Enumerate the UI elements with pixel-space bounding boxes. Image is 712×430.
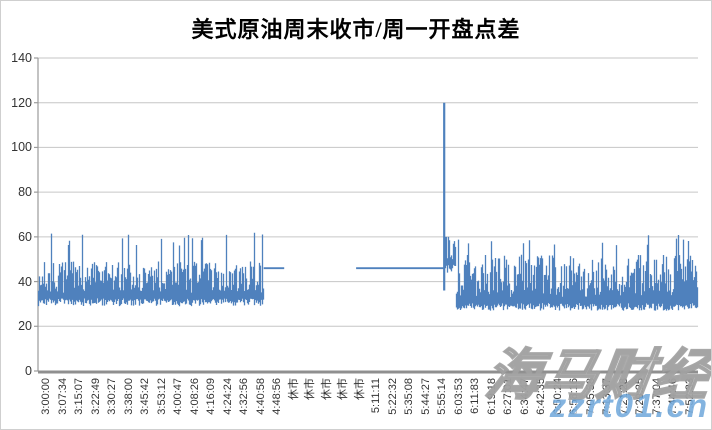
y-tick-label: 80 <box>18 185 32 200</box>
x-tick-label: 7:44:46 <box>667 378 680 415</box>
x-tick-label: 5:35:08 <box>403 378 416 415</box>
x-tick-label: 4:48:56 <box>271 378 284 415</box>
x-tick-label: 6:58:16 <box>568 378 581 415</box>
x-tick-label: 4:24:24 <box>221 378 234 415</box>
x-tick-label: 3:30:27 <box>106 378 119 415</box>
x-tick-label-market-closed: 休市 <box>353 378 366 400</box>
x-tick-label: 6:34:47 <box>518 378 531 415</box>
x-tick-label-market-closed: 休市 <box>320 378 333 400</box>
x-tick-label: 6:03:53 <box>452 378 465 415</box>
x-tick-label: 3:22:49 <box>89 378 102 415</box>
x-tick-label: 7:29:25 <box>634 378 647 415</box>
x-tick-label: 5:55:14 <box>436 378 449 415</box>
y-tick-label: 100 <box>11 140 32 155</box>
y-tick-label: 0 <box>25 364 32 378</box>
x-tick-label: 6:27:01 <box>502 378 515 415</box>
chart-title: 美式原油周末收市/周一开盘点差 <box>191 17 521 42</box>
x-tick-label: 6:42:35 <box>535 378 548 415</box>
x-tick-label: 7:52:33 <box>683 378 696 415</box>
y-tick-label: 40 <box>18 274 32 289</box>
x-tick-label: 7:13:37 <box>601 378 614 415</box>
x-tick-label: 4:16:09 <box>205 378 218 415</box>
x-tick-label: 6:11:83 <box>469 378 482 414</box>
x-tick-label: 3:00:00 <box>40 378 53 415</box>
x-tick-label: 4:40:58 <box>254 378 267 415</box>
y-tick-label: 60 <box>18 229 32 244</box>
x-tick-label: 3:53:12 <box>155 378 168 415</box>
x-tick-label: 6:19:18 <box>485 378 498 415</box>
x-tick-label: 6:50:24 <box>551 378 564 415</box>
x-tick-label: 3:15:07 <box>73 378 86 415</box>
x-tick-label-market-closed: 休市 <box>304 378 317 400</box>
y-tick-label: 20 <box>18 319 32 334</box>
x-tick-label: 3:07:34 <box>56 378 69 415</box>
y-tick-label: 120 <box>11 95 32 110</box>
x-tick-label: 7:21:28 <box>617 378 630 415</box>
x-tick-label-market-closed: 休市 <box>287 378 300 400</box>
x-tick-label: 7:37:04 <box>650 378 663 415</box>
x-tick-label-market-closed: 休市 <box>337 378 350 400</box>
x-tick-label: 4:32:56 <box>238 378 251 415</box>
y-tick-label: 140 <box>11 51 32 65</box>
x-tick-label: 5:22:32 <box>386 378 399 415</box>
series-line <box>37 232 699 311</box>
x-tick-label: 4:00:47 <box>172 378 185 415</box>
x-tick-label: 5:44:27 <box>419 378 432 415</box>
x-tick-label: 4:08:26 <box>188 378 201 415</box>
x-tick-label: 5:11:11 <box>370 378 383 414</box>
x-tick-label: 3:45:42 <box>139 378 152 415</box>
x-tick-label: 7:05:58 <box>584 378 597 415</box>
x-tick-label: 3:38:00 <box>122 378 135 415</box>
